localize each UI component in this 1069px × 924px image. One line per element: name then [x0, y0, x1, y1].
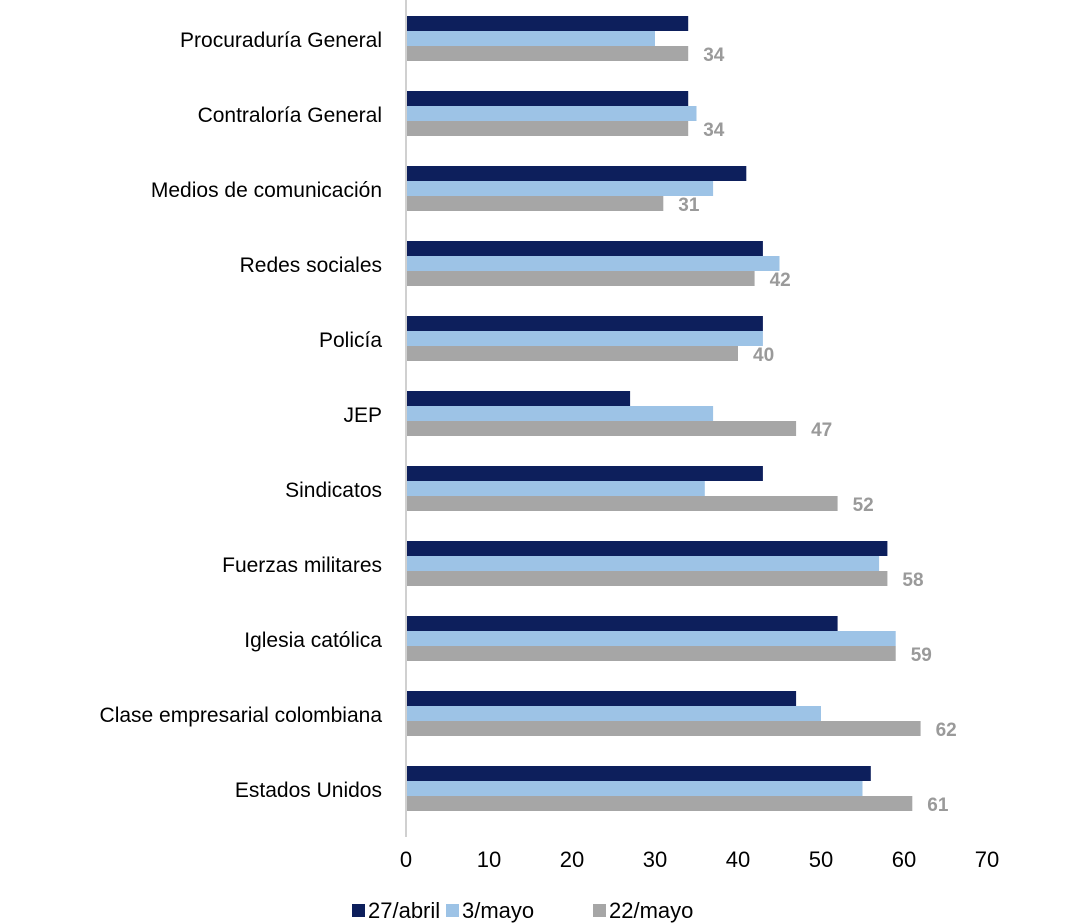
bar-22-mayo-redes-sociales — [406, 271, 755, 286]
category-label: Redes sociales — [240, 254, 382, 277]
x-tick-label: 40 — [726, 847, 750, 872]
bar-3-mayo-policia — [406, 331, 763, 346]
bar-3-mayo-redes-sociales — [406, 256, 780, 271]
data-label-iglesia-catolica: 59 — [911, 645, 932, 666]
x-tick-label: 50 — [809, 847, 833, 872]
data-label-fuerzas-militares: 58 — [902, 570, 923, 591]
x-tick-labels: 0 10 20 30 40 50 60 70 — [400, 847, 999, 872]
bar-27-abril-medios-de-comunicacion — [406, 166, 747, 181]
data-label-procuraduria-general: 34 — [703, 45, 725, 66]
bar-22-mayo-sindicatos — [406, 496, 838, 511]
bar-3-mayo-jep — [406, 406, 714, 421]
x-tick-label: 70 — [975, 847, 999, 872]
category-label: Procuraduría General — [180, 29, 382, 52]
bar-27-abril-fuerzas-militares — [406, 541, 888, 556]
data-label-medios-de-comunicacion: 31 — [678, 195, 700, 216]
legend-item-27-abril: 27/abril — [352, 898, 440, 923]
data-label-estados-unidos: 61 — [927, 795, 949, 816]
category-label: Sindicatos — [285, 479, 382, 502]
legend-item-3-mayo: 3/mayo — [446, 898, 534, 923]
bar-22-mayo-jep — [406, 421, 797, 436]
category-label: JEP — [343, 404, 382, 427]
bar-3-mayo-medios-de-comunicacion — [406, 181, 714, 196]
bar-3-mayo-estados-unidos — [406, 781, 863, 796]
legend-item-22-mayo: 22/mayo — [593, 898, 693, 923]
bar-27-abril-estados-unidos — [406, 766, 871, 781]
category-labels: Procuraduría General Contraloría General M… — [100, 29, 383, 802]
bar-3-mayo-clase-empresarial-colombiana — [406, 706, 821, 721]
bar-22-mayo-clase-empresarial-colombiana — [406, 721, 921, 736]
category-label: Clase empresarial colombiana — [100, 704, 383, 727]
category-label: Contraloría General — [198, 104, 382, 127]
legend-swatch — [446, 904, 459, 917]
bar-3-mayo-iglesia-catolica — [406, 631, 896, 646]
bar-27-abril-iglesia-catolica — [406, 616, 838, 631]
bar-22-mayo-estados-unidos — [406, 796, 913, 811]
bar-3-mayo-contraloria-general — [406, 106, 697, 121]
data-label-sindicatos: 52 — [853, 495, 874, 516]
data-label-clase-empresarial-colombiana: 62 — [936, 720, 957, 741]
bar-27-abril-policia — [406, 316, 763, 331]
legend-label: 22/mayo — [609, 898, 693, 923]
bar-27-abril-sindicatos — [406, 466, 763, 481]
data-label-contraloria-general: 34 — [703, 120, 725, 141]
x-tick-label: 30 — [643, 847, 667, 872]
bar-22-mayo-medios-de-comunicacion — [406, 196, 664, 211]
legend-label: 27/abril — [368, 898, 440, 923]
x-tick-label: 0 — [400, 847, 412, 872]
bar-3-mayo-procuraduria-general — [406, 31, 655, 46]
bar-3-mayo-sindicatos — [406, 481, 705, 496]
bars-group — [406, 16, 921, 811]
bar-27-abril-procuraduria-general — [406, 16, 689, 31]
x-tick-label: 60 — [892, 847, 916, 872]
category-label: Estados Unidos — [235, 779, 382, 802]
bar-27-abril-redes-sociales — [406, 241, 763, 256]
data-label-redes-sociales: 42 — [770, 270, 791, 291]
x-tick-label: 10 — [477, 847, 501, 872]
bar-22-mayo-iglesia-catolica — [406, 646, 896, 661]
category-label: Policía — [319, 329, 382, 352]
data-label-policia: 40 — [753, 345, 774, 366]
x-tick-label: 20 — [560, 847, 584, 872]
bar-22-mayo-contraloria-general — [406, 121, 689, 136]
bar-27-abril-contraloria-general — [406, 91, 689, 106]
category-label: Fuerzas militares — [222, 554, 382, 577]
bar-27-abril-clase-empresarial-colombiana — [406, 691, 797, 706]
legend-label: 3/mayo — [462, 898, 534, 923]
bar-3-mayo-fuerzas-militares — [406, 556, 880, 571]
bar-22-mayo-procuraduria-general — [406, 46, 689, 61]
data-label-jep: 47 — [811, 420, 832, 441]
bar-27-abril-jep — [406, 391, 631, 406]
bar-22-mayo-policia — [406, 346, 738, 361]
category-label: Iglesia católica — [244, 629, 382, 652]
category-label: Medios de comunicación — [151, 179, 382, 202]
legend-swatch — [593, 904, 606, 917]
data-labels: 34 34 31 42 40 47 52 58 59 62 61 — [678, 45, 956, 816]
legend-swatch — [352, 904, 365, 917]
legend: 27/abril 3/mayo 22/mayo — [352, 898, 693, 923]
bar-22-mayo-fuerzas-militares — [406, 571, 888, 586]
